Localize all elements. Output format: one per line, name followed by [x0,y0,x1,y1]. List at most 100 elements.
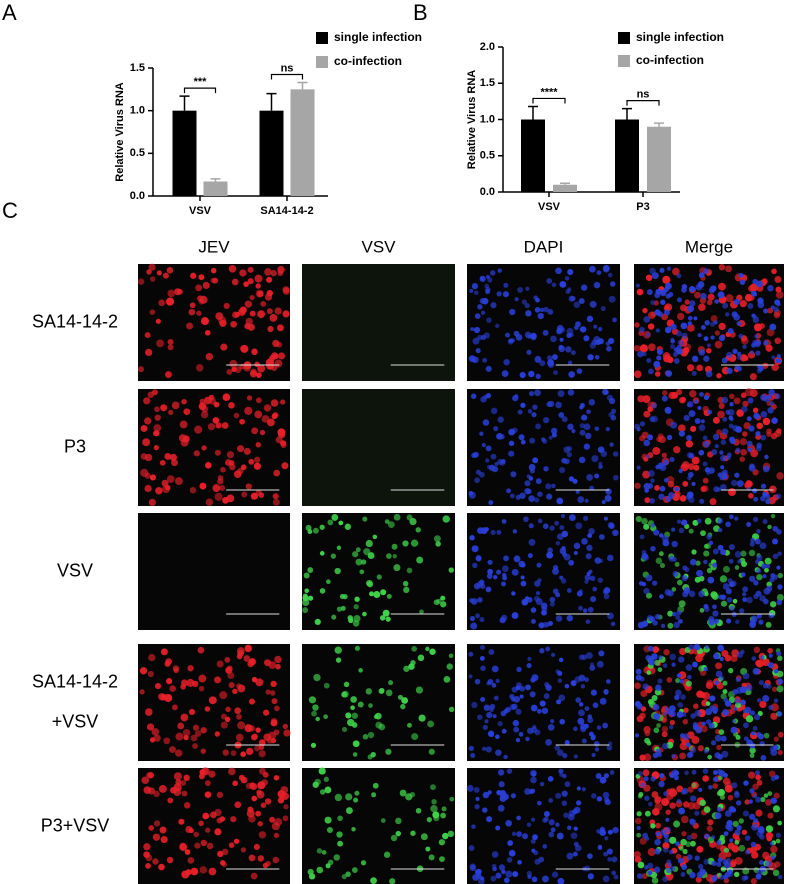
cell [589,485,595,491]
y-tick-label: 0.5 [480,150,495,162]
cell [480,696,486,702]
cell [575,697,581,703]
cell [712,709,718,714]
cell [331,513,339,521]
cell [584,723,589,729]
cell [282,723,289,730]
cell [497,769,505,776]
cell [475,613,480,619]
cell [594,473,600,479]
cell [526,870,532,877]
cell [746,522,752,527]
cell [182,729,191,737]
cell [734,472,740,478]
cell [259,429,266,436]
cell [659,533,664,538]
cell [598,447,603,453]
cell [260,301,267,307]
cell [170,786,177,794]
cell [634,423,641,430]
cell [556,832,564,840]
cell [168,746,176,754]
cell [730,654,738,663]
cell [579,326,587,333]
cell [729,402,734,407]
cell [596,725,602,730]
cell [639,837,647,845]
cell [350,696,357,703]
cell [251,348,258,356]
cell [732,424,739,432]
cell [319,588,326,594]
cell [652,703,660,711]
cell [425,846,431,852]
cell [485,393,492,399]
cell [693,703,699,709]
cell [543,810,550,817]
cell [648,616,656,623]
cell [439,856,445,863]
cell [449,796,455,802]
cell [677,339,684,346]
cell [741,337,749,345]
cell [698,272,705,279]
cell [775,832,782,838]
cell [258,739,266,746]
cell [148,653,156,662]
cell [410,830,416,836]
cell [658,780,665,788]
cell [579,423,585,429]
cell [709,695,716,702]
cell [280,786,289,794]
cell [686,435,692,441]
cell [672,267,680,276]
cell [591,734,596,739]
cell [193,831,200,838]
cell [243,655,251,662]
cell [223,302,230,310]
cell [526,596,533,603]
cell [511,591,516,596]
cell [388,680,394,686]
cell [660,623,666,629]
cell [480,310,486,315]
cell [556,699,562,705]
cell [272,856,280,864]
cell [392,554,397,559]
cell [153,790,160,798]
cell [728,558,734,564]
cell [503,555,509,562]
cell [239,269,247,277]
cell [572,478,578,484]
cell [756,568,762,574]
cell [417,654,425,662]
cell [341,874,347,880]
micrograph-tint [302,389,455,506]
cell [741,405,748,413]
cell [758,828,765,835]
cell [355,558,363,566]
cell [743,780,749,786]
cell [248,658,256,666]
cell [496,529,502,535]
cell [662,275,671,284]
cell [596,796,603,802]
cell [225,706,231,713]
cell [738,333,744,339]
bar [553,184,577,192]
cell [776,472,784,480]
cell [763,793,769,798]
cell [580,402,585,408]
cell [661,742,669,750]
cell [263,709,270,716]
cell [219,691,228,700]
cell [410,660,416,666]
cell [753,593,759,599]
cell [578,605,583,611]
cell [680,838,687,846]
cell [748,813,756,820]
cell [530,838,536,844]
cell [659,594,664,599]
cell [476,714,483,721]
significance-bracket [626,100,660,106]
